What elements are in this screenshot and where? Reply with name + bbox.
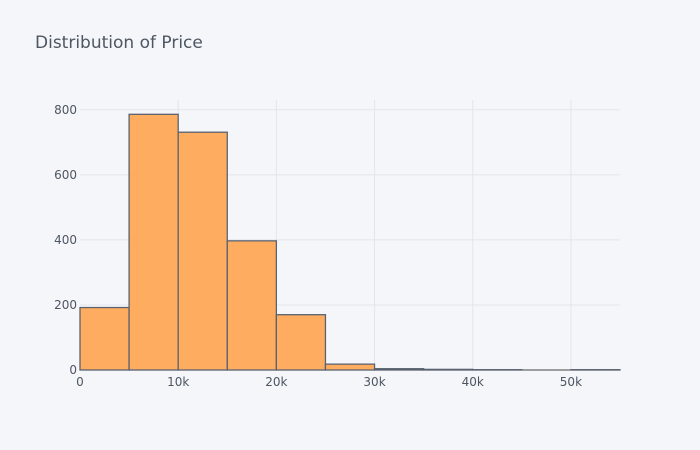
histogram-bar[interactable] <box>325 364 374 370</box>
x-tick-label: 30k <box>363 375 385 389</box>
histogram-bar[interactable] <box>227 241 276 370</box>
histogram-bar[interactable] <box>80 308 129 370</box>
histogram-bar[interactable] <box>424 369 473 370</box>
x-axis-ticks: 0 10k 20k 30k 40k 50k <box>76 375 582 389</box>
y-axis-ticks: 0 200 400 600 800 <box>54 103 77 377</box>
x-tick-label: 40k <box>462 375 484 389</box>
y-tick-label: 800 <box>54 103 77 117</box>
x-tick-label: 50k <box>560 375 582 389</box>
x-tick-label: 10k <box>167 375 189 389</box>
histogram-bar[interactable] <box>178 132 227 370</box>
y-tick-label: 400 <box>54 233 77 247</box>
y-tick-label: 600 <box>54 168 77 182</box>
histogram-bars <box>80 114 620 370</box>
histogram-bar[interactable] <box>129 114 178 370</box>
x-tick-label: 0 <box>76 375 84 389</box>
x-tick-label: 20k <box>265 375 287 389</box>
histogram-bar[interactable] <box>276 315 325 370</box>
histogram-bar[interactable] <box>375 369 424 370</box>
y-tick-label: 0 <box>69 363 77 377</box>
y-tick-label: 200 <box>54 298 77 312</box>
